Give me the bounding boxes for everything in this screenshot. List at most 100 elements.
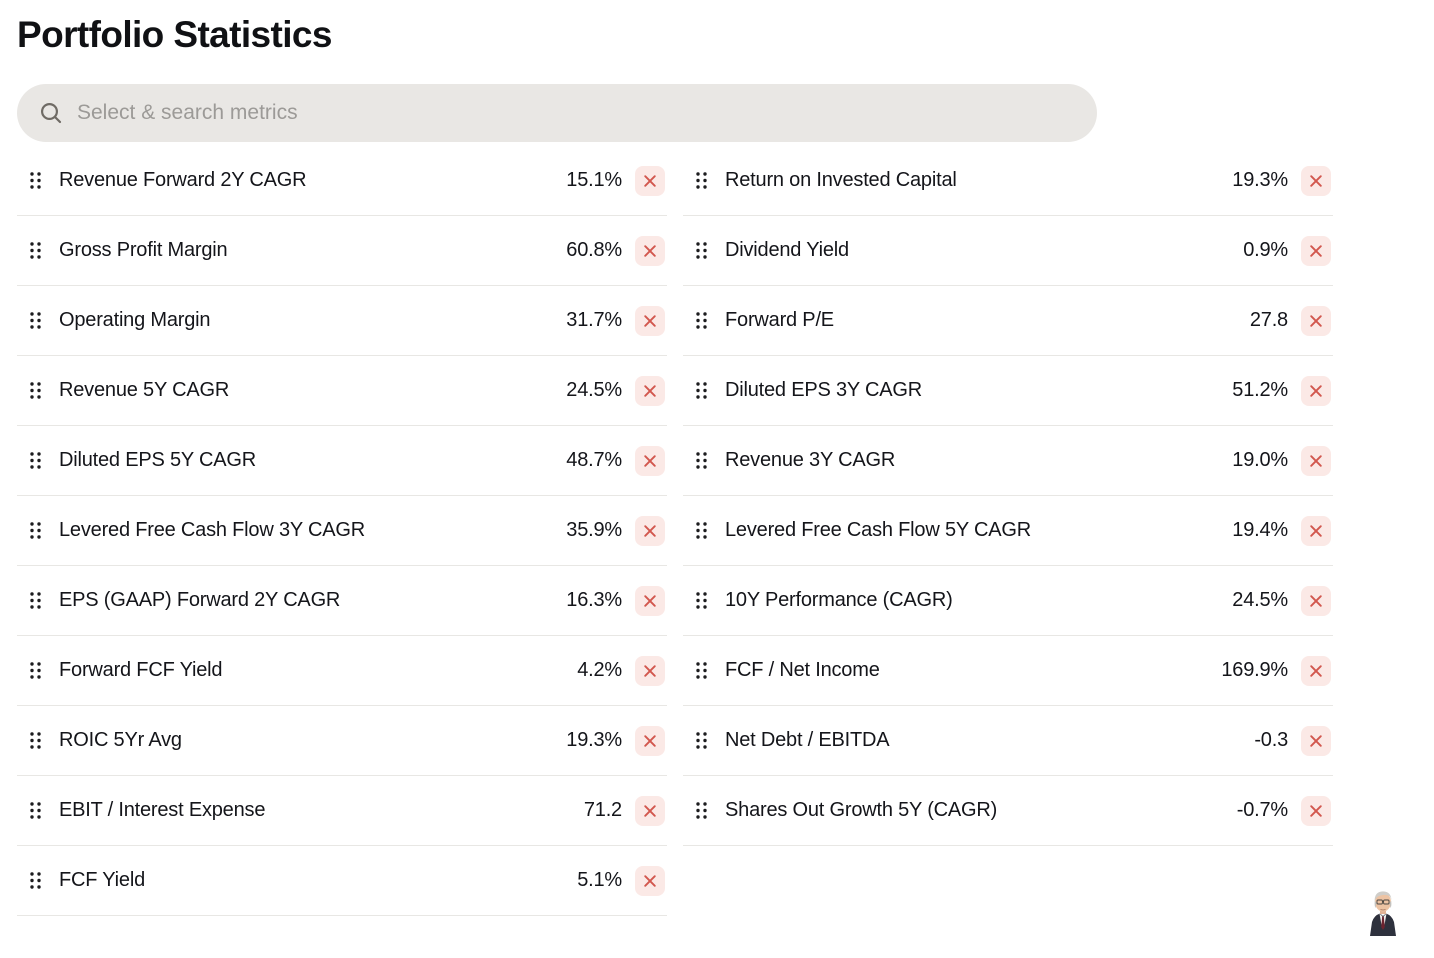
x-icon [1310, 594, 1322, 607]
x-icon [1310, 314, 1322, 327]
remove-metric-button[interactable] [1301, 445, 1331, 476]
drag-handle-icon[interactable] [693, 799, 710, 822]
drag-handle-icon[interactable] [693, 519, 710, 542]
drag-handle-icon[interactable] [27, 239, 44, 262]
metric-label: Forward P/E [725, 309, 834, 331]
metrics-column-left: Revenue Forward 2Y CAGR 15.1% Gross Prof… [17, 146, 667, 916]
x-icon [644, 244, 656, 257]
metric-row: Revenue Forward 2Y CAGR 15.1% [17, 146, 667, 216]
metric-row: Dividend Yield 0.9% [683, 216, 1333, 286]
metric-row: 10Y Performance (CAGR) 24.5% [683, 566, 1333, 636]
metric-label: 10Y Performance (CAGR) [725, 589, 953, 611]
drag-handle-icon[interactable] [693, 589, 710, 612]
x-icon [1310, 244, 1322, 257]
metric-label: Gross Profit Margin [59, 239, 228, 261]
drag-handle-icon[interactable] [27, 519, 44, 542]
remove-metric-button[interactable] [635, 305, 665, 336]
metric-label: Diluted EPS 5Y CAGR [59, 449, 257, 471]
drag-handle-icon[interactable] [27, 729, 44, 752]
drag-handle-icon[interactable] [27, 799, 44, 822]
metric-label: Forward FCF Yield [59, 659, 223, 681]
elderly-investor-avatar[interactable] [1366, 889, 1400, 936]
metric-row: Operating Margin 31.7% [17, 286, 667, 356]
search-input[interactable] [77, 101, 1075, 125]
remove-metric-button[interactable] [635, 585, 665, 616]
metric-row: FCF Yield 5.1% [17, 846, 667, 916]
metric-row: Forward FCF Yield 4.2% [17, 636, 667, 706]
metric-value: 5.1% [577, 869, 622, 891]
drag-handle-icon[interactable] [693, 169, 710, 192]
remove-metric-button[interactable] [1301, 795, 1331, 826]
metric-row: EPS (GAAP) Forward 2Y CAGR 16.3% [17, 566, 667, 636]
drag-handle-icon[interactable] [27, 309, 44, 332]
remove-metric-button[interactable] [635, 515, 665, 546]
drag-handle-icon[interactable] [693, 379, 710, 402]
metric-value: 19.0% [1232, 449, 1288, 471]
metric-label: Return on Invested Capital [725, 169, 957, 191]
metric-label: EBIT / Interest Expense [59, 799, 266, 821]
remove-metric-button[interactable] [1301, 235, 1331, 266]
metric-row: Forward P/E 27.8 [683, 286, 1333, 356]
remove-metric-button[interactable] [635, 795, 665, 826]
x-icon [1310, 664, 1322, 677]
drag-handle-icon[interactable] [27, 869, 44, 892]
metric-value: 71.2 [583, 799, 622, 821]
metric-label: Diluted EPS 3Y CAGR [725, 379, 923, 401]
drag-handle-icon[interactable] [693, 659, 710, 682]
metric-value: 31.7% [566, 309, 622, 331]
metric-row: Gross Profit Margin 60.8% [17, 216, 667, 286]
metric-value: 19.3% [566, 729, 622, 751]
metric-label: FCF / Net Income [725, 659, 880, 681]
drag-handle-icon[interactable] [27, 449, 44, 472]
search-icon [40, 102, 62, 124]
drag-handle-icon[interactable] [27, 589, 44, 612]
metric-row: Return on Invested Capital 19.3% [683, 146, 1333, 216]
drag-handle-icon[interactable] [27, 169, 44, 192]
remove-metric-button[interactable] [1301, 655, 1331, 686]
remove-metric-button[interactable] [1301, 725, 1331, 756]
metric-label: Revenue Forward 2Y CAGR [59, 169, 307, 191]
remove-metric-button[interactable] [1301, 375, 1331, 406]
metric-value: 16.3% [566, 589, 622, 611]
drag-handle-icon[interactable] [27, 379, 44, 402]
remove-metric-button[interactable] [635, 725, 665, 756]
x-icon [1310, 174, 1322, 187]
drag-handle-icon[interactable] [693, 729, 710, 752]
metric-row: Revenue 5Y CAGR 24.5% [17, 356, 667, 426]
drag-handle-icon[interactable] [27, 659, 44, 682]
metric-value: 27.8 [1249, 309, 1288, 331]
remove-metric-button[interactable] [1301, 515, 1331, 546]
remove-metric-button[interactable] [635, 445, 665, 476]
x-icon [644, 804, 656, 817]
drag-handle-icon[interactable] [693, 449, 710, 472]
metric-value: 15.1% [566, 169, 622, 191]
remove-metric-button[interactable] [635, 235, 665, 266]
metric-value: 24.5% [1232, 589, 1288, 611]
metric-value: -0.7% [1236, 799, 1288, 821]
drag-handle-icon[interactable] [693, 309, 710, 332]
metric-row: ROIC 5Yr Avg 19.3% [17, 706, 667, 776]
metric-row: Shares Out Growth 5Y (CAGR) -0.7% [683, 776, 1333, 846]
x-icon [644, 384, 656, 397]
metric-label: Revenue 3Y CAGR [725, 449, 896, 471]
metric-value: 4.2% [577, 659, 622, 681]
metric-label: EPS (GAAP) Forward 2Y CAGR [59, 589, 341, 611]
remove-metric-button[interactable] [1301, 165, 1331, 196]
x-icon [1310, 524, 1322, 537]
drag-handle-icon[interactable] [693, 239, 710, 262]
remove-metric-button[interactable] [635, 865, 665, 896]
remove-metric-button[interactable] [635, 375, 665, 406]
metric-label: Net Debt / EBITDA [725, 729, 890, 751]
remove-metric-button[interactable] [635, 165, 665, 196]
remove-metric-button[interactable] [635, 655, 665, 686]
remove-metric-button[interactable] [1301, 585, 1331, 616]
metric-value: 24.5% [566, 379, 622, 401]
metric-row: Net Debt / EBITDA -0.3 [683, 706, 1333, 776]
metric-label: ROIC 5Yr Avg [59, 729, 182, 751]
metric-row: Diluted EPS 5Y CAGR 48.7% [17, 426, 667, 496]
metrics-column-right: Return on Invested Capital 19.3% Dividen… [683, 146, 1333, 916]
metric-value: 19.3% [1232, 169, 1288, 191]
remove-metric-button[interactable] [1301, 305, 1331, 336]
search-bar[interactable] [17, 84, 1097, 142]
